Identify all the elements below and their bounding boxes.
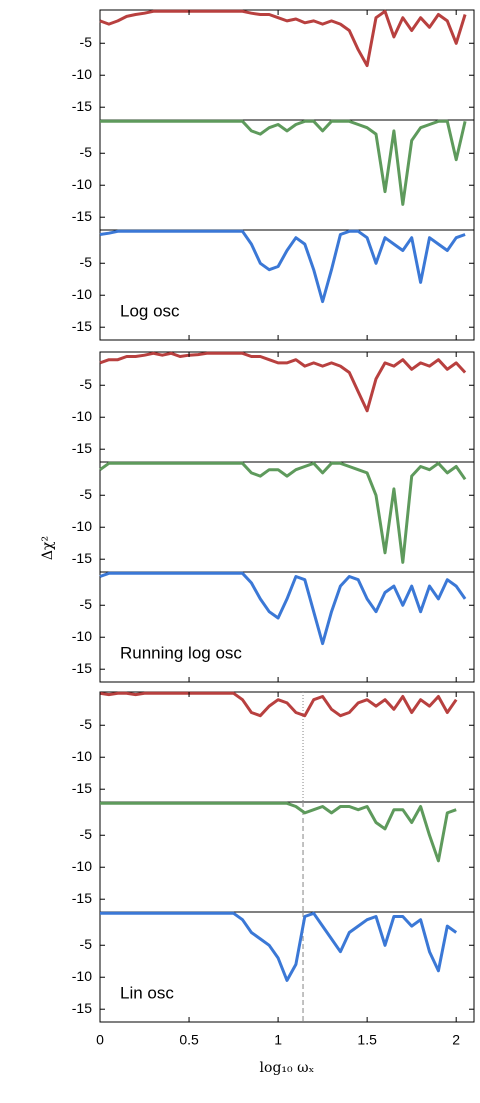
data-line: [99, 461, 467, 564]
panel-frame: [99, 571, 475, 683]
panel-annotation: Running log osc: [120, 643, 242, 662]
y-tick-label: -15: [72, 318, 92, 334]
y-tick-label: -10: [72, 176, 92, 192]
panel-annotation: Log osc: [120, 301, 180, 320]
y-tick-label: -5: [80, 144, 93, 160]
panel-frame: [99, 461, 475, 573]
y-tick-label: -10: [72, 286, 92, 302]
panel-annotation: Lin osc: [120, 983, 174, 1002]
y-tick-label: -5: [80, 34, 93, 50]
y-axis-title: Δχ²: [40, 536, 56, 560]
y-tick-label: -5: [80, 486, 93, 502]
x-tick-label: 1.5: [357, 1032, 377, 1048]
panel-frame: [99, 119, 475, 231]
y-tick-label: -15: [72, 208, 92, 224]
y-tick-label: -5: [80, 596, 93, 612]
data-line: [99, 229, 466, 304]
y-tick-label: -10: [72, 968, 92, 984]
x-tick-label: 2: [452, 1032, 460, 1048]
panel-frame: [99, 801, 475, 913]
y-tick-label: -15: [72, 440, 92, 456]
y-tick-label: -10: [72, 66, 92, 82]
y-tick-label: -5: [80, 376, 93, 392]
data-line: [99, 691, 458, 718]
panel-frame: [99, 351, 475, 463]
data-line: [99, 571, 467, 646]
y-tick-label: -5: [80, 936, 93, 952]
x-axis-title: log₁₀ ωₓ: [260, 1060, 315, 1076]
y-tick-label: -15: [72, 1000, 92, 1016]
y-tick-label: -15: [72, 98, 92, 114]
y-tick-label: -10: [72, 858, 92, 874]
data-line: [99, 9, 467, 68]
y-tick-label: -5: [80, 254, 93, 270]
panel-frame: [99, 911, 475, 1023]
panel-frame: [99, 229, 475, 341]
y-tick-label: -15: [72, 780, 92, 796]
data-line: [100, 911, 458, 982]
data-line: [99, 351, 467, 413]
x-tick-label: 1: [274, 1032, 282, 1048]
y-tick-label: -5: [80, 716, 93, 732]
panel-frame: [99, 691, 475, 803]
y-tick-label: -5: [80, 826, 93, 842]
x-tick-label: 0: [96, 1032, 104, 1048]
y-tick-label: -10: [72, 408, 92, 424]
y-tick-label: -15: [72, 890, 92, 906]
y-tick-label: -15: [72, 660, 92, 676]
panel-frame: [99, 9, 475, 121]
y-tick-label: -10: [72, 628, 92, 644]
y-tick-label: -10: [72, 518, 92, 534]
y-tick-label: -15: [72, 550, 92, 566]
x-tick-label: 0.5: [179, 1032, 199, 1048]
y-tick-label: -10: [72, 748, 92, 764]
data-line: [100, 801, 457, 863]
data-line: [100, 119, 467, 206]
